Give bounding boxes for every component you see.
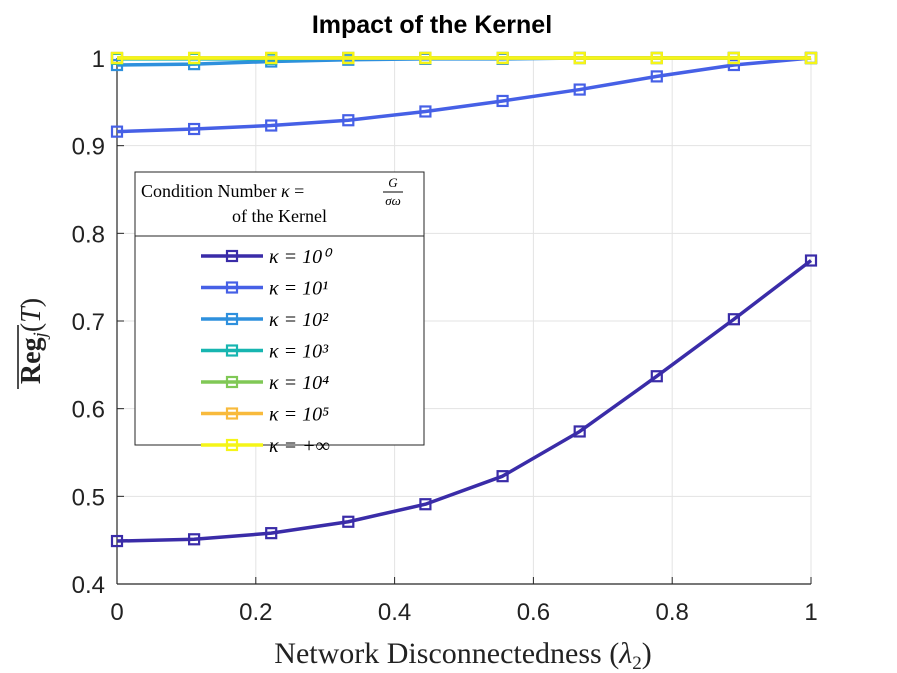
legend-fraction-denominator: σω [385, 193, 401, 208]
legend-marker [225, 281, 239, 294]
y-tick-label: 0.4 [72, 572, 105, 599]
data-point-marker [496, 51, 509, 65]
y-tick-label: 0.7 [72, 309, 105, 336]
legend-item: κ = 10⁴ [201, 372, 329, 394]
legend-marker [225, 312, 239, 326]
data-point-marker [496, 94, 509, 108]
data-point-marker [265, 527, 278, 540]
data-point-marker [188, 533, 201, 546]
data-point-marker [573, 83, 586, 96]
legend-item: κ = 10⁰ [201, 246, 333, 268]
data-point-marker [342, 114, 355, 127]
legend-label: κ = 10¹ [269, 278, 328, 300]
data-point-marker [265, 119, 278, 132]
data-point-marker [419, 105, 432, 118]
legend-marker [225, 438, 239, 452]
tick-labels: 0 0.2 0.4 0.6 0.8 1 0.4 0.5 0.6 0.7 0.8 0.9 1 [72, 46, 818, 626]
legend-item: κ = 10⁵ [201, 404, 329, 426]
data-point-marker [650, 70, 663, 83]
series-6 [110, 51, 818, 65]
legend-marker [225, 249, 239, 263]
legend-marker [225, 375, 239, 389]
legend-marker [225, 407, 239, 420]
y-axis-label: Regj(T) [16, 298, 51, 389]
data-point-marker [573, 425, 586, 438]
legend-fraction-numerator: G [388, 175, 398, 190]
x-axis-label: Network Disconnectedness (λ2) [274, 637, 651, 673]
data-point-marker [650, 370, 663, 383]
y-tick-label: 0.5 [72, 484, 105, 511]
legend-label: κ = +∞ [269, 435, 330, 457]
data-point-marker [650, 51, 663, 65]
data-point-marker [496, 470, 509, 483]
data-point-marker [188, 122, 201, 136]
x-tick-label: 1 [804, 599, 817, 626]
y-tick-label: 1 [92, 46, 105, 73]
legend-title-line2: of the Kernel [232, 206, 327, 226]
axes [116, 57, 812, 585]
x-tick-label: 0.6 [517, 599, 550, 626]
series-layer [110, 51, 818, 548]
data-point-marker [110, 125, 124, 138]
legend-label: κ = 10⁰ [269, 246, 333, 268]
legend-item: κ = 10¹ [201, 278, 328, 300]
legend-item: κ = 10² [201, 309, 329, 331]
data-point-marker [727, 58, 740, 72]
legend-label: κ = 10⁵ [269, 404, 329, 426]
x-tick-label: 0.4 [378, 599, 411, 626]
series-line [116, 259, 813, 543]
y-tick-label: 0.6 [72, 397, 105, 424]
legend-marker [225, 344, 239, 357]
data-point-marker [188, 51, 201, 65]
y-tick-label: 0.9 [72, 134, 105, 161]
legend-box [134, 171, 425, 446]
y-tick-label: 0.8 [72, 221, 105, 248]
data-point-marker [265, 51, 278, 65]
legend-label: κ = 10² [269, 309, 329, 331]
data-point-marker [727, 313, 740, 326]
data-point-marker [342, 515, 355, 528]
data-point-marker [110, 534, 124, 548]
chart-title: Impact of the Kernel [312, 11, 552, 39]
legend: Condition Number κ = Gσω of the Kernel κ = … [134, 171, 425, 457]
legend-title-line1: Condition Number κ = [141, 181, 304, 201]
series-0 [110, 254, 818, 548]
data-point-marker [804, 51, 818, 65]
data-point-marker [804, 254, 818, 267]
data-point-marker [419, 498, 432, 511]
x-tick-label: 0.2 [239, 599, 272, 626]
data-point-marker [573, 51, 586, 65]
data-point-marker [110, 51, 124, 65]
data-point-marker [419, 51, 432, 65]
legend-item: κ = 10³ [201, 341, 329, 363]
legend-item: κ = +∞ [201, 435, 330, 457]
svg-text:Regj(T): Regj(T) [16, 298, 51, 384]
legend-label: κ = 10³ [269, 341, 329, 363]
x-tick-label: 0 [110, 599, 123, 626]
series-line [116, 56, 812, 134]
data-point-marker [727, 51, 740, 65]
legend-label: κ = 10⁴ [269, 372, 329, 394]
data-point-marker [342, 51, 355, 65]
x-tick-label: 0.8 [656, 599, 689, 626]
